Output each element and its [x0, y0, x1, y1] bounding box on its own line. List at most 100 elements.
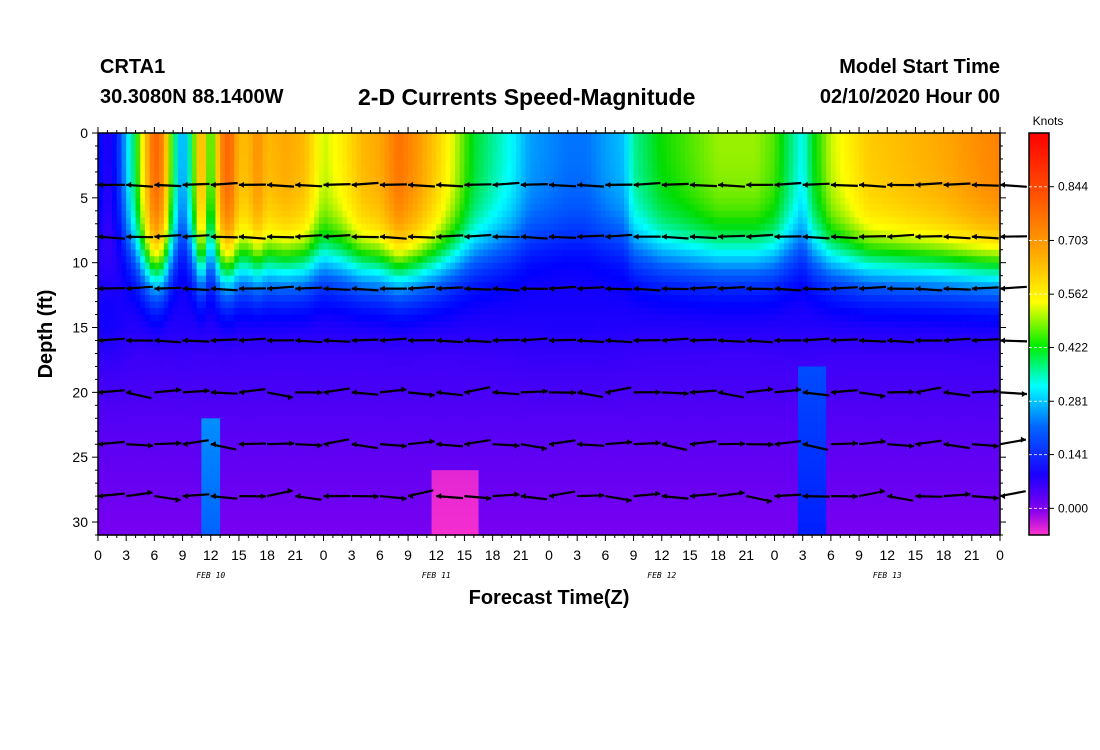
heatmap-cell: [356, 509, 362, 517]
heatmap-cell: [135, 217, 141, 225]
heatmap-cell: [215, 243, 221, 251]
heatmap-cell: [469, 139, 475, 147]
heatmap-cell: [318, 502, 325, 510]
heatmap-cell: [140, 385, 146, 393]
heatmap-cell: [187, 372, 193, 380]
heatmap-cell: [412, 321, 419, 329]
heatmap-cell: [361, 496, 367, 504]
heatmap-cell: [445, 275, 451, 283]
heatmap-cell: [323, 444, 329, 452]
heatmap-cell: [408, 457, 414, 465]
heatmap-cell: [445, 476, 451, 484]
heatmap-cell: [464, 269, 470, 277]
heatmap-cell: [426, 398, 433, 406]
heatmap-cell: [220, 249, 226, 257]
heatmap-cell: [149, 223, 155, 231]
heatmap-cell: [159, 489, 165, 497]
heatmap-cell: [135, 509, 141, 517]
heatmap-cell: [154, 243, 160, 251]
heatmap-cell: [346, 282, 353, 290]
heatmap-cell: [436, 165, 442, 173]
heatmap-cell: [337, 223, 343, 231]
heatmap-cell: [107, 217, 113, 225]
heatmap-cell: [276, 502, 282, 510]
heatmap-cell: [403, 236, 409, 244]
heatmap-cell: [309, 288, 315, 296]
heatmap-cell: [361, 405, 367, 413]
heatmap-cell: [126, 398, 132, 406]
heatmap-cell: [370, 249, 376, 257]
heatmap-cell: [182, 145, 188, 154]
heatmap-cell: [346, 379, 353, 387]
heatmap-cell: [112, 483, 118, 491]
heatmap-cell: [196, 379, 202, 387]
heatmap-cell: [337, 178, 343, 186]
heatmap-cell: [337, 515, 343, 523]
heatmap-cell: [112, 392, 118, 400]
heatmap-cell: [248, 366, 254, 374]
heatmap-cell: [361, 308, 367, 316]
heatmap-cell: [304, 197, 311, 205]
heatmap-cell: [187, 178, 193, 186]
heatmap-cell: [196, 411, 202, 419]
heatmap-cell: [436, 463, 442, 471]
heatmap-cell: [121, 405, 127, 413]
heatmap-cell: [459, 133, 466, 141]
heatmap-cell: [318, 321, 325, 329]
heatmap-cell: [370, 463, 376, 471]
heatmap-cell: [323, 528, 329, 536]
heatmap-cell: [361, 139, 367, 147]
heatmap-cell: [243, 288, 249, 296]
heatmap-cell: [102, 515, 108, 523]
heatmap-cell: [426, 288, 433, 296]
heatmap-cell: [285, 184, 292, 192]
heatmap-cell: [464, 372, 470, 380]
heatmap-cell: [229, 184, 235, 192]
heatmap-cell: [112, 405, 118, 413]
heatmap-cell: [191, 327, 198, 335]
heatmap-cell: [356, 145, 362, 154]
heatmap-cell: [116, 385, 123, 393]
heatmap-cell: [215, 509, 221, 517]
heatmap-cell: [126, 496, 132, 504]
heatmap-cell: [300, 139, 306, 147]
heatmap-cell: [187, 489, 193, 497]
heatmap-cell: [229, 165, 235, 173]
heatmap-cell: [253, 236, 259, 244]
heatmap-cell: [473, 230, 480, 238]
heatmap-cell: [445, 282, 451, 290]
heatmap-cell: [187, 204, 193, 212]
heatmap-cell: [403, 197, 409, 205]
heatmap-cell: [229, 217, 235, 225]
heatmap-cell: [144, 418, 151, 426]
heatmap-cell: [257, 353, 264, 361]
heatmap-cell: [384, 379, 390, 387]
heatmap-cell: [130, 483, 137, 491]
heatmap-cell: [351, 392, 357, 400]
heatmap-cell: [149, 528, 155, 536]
heatmap-cell: [271, 502, 278, 510]
heatmap-cell: [154, 308, 160, 316]
heatmap-cell: [98, 152, 104, 160]
heatmap-cell: [182, 171, 188, 179]
heatmap-cell: [393, 223, 400, 231]
heatmap-cell: [445, 418, 451, 426]
heatmap-cell: [445, 340, 451, 348]
heatmap-cell: [201, 418, 207, 426]
heatmap-cell: [436, 230, 442, 238]
heatmap-cell: [201, 210, 207, 218]
heatmap-cell: [408, 295, 414, 303]
heatmap-cell: [234, 450, 240, 458]
heatmap-cell: [112, 256, 118, 264]
heatmap-cell: [238, 431, 245, 439]
heatmap-cell: [459, 301, 466, 309]
heatmap-cell: [356, 411, 362, 419]
heatmap-cell: [177, 509, 184, 517]
heatmap-cell: [276, 269, 282, 277]
heatmap-cell: [112, 139, 118, 147]
heatmap-cell: [346, 165, 353, 173]
heatmap-cell: [337, 133, 343, 141]
heatmap-cell: [469, 301, 475, 309]
heatmap-cell: [257, 327, 264, 335]
heatmap-cell: [426, 509, 433, 517]
